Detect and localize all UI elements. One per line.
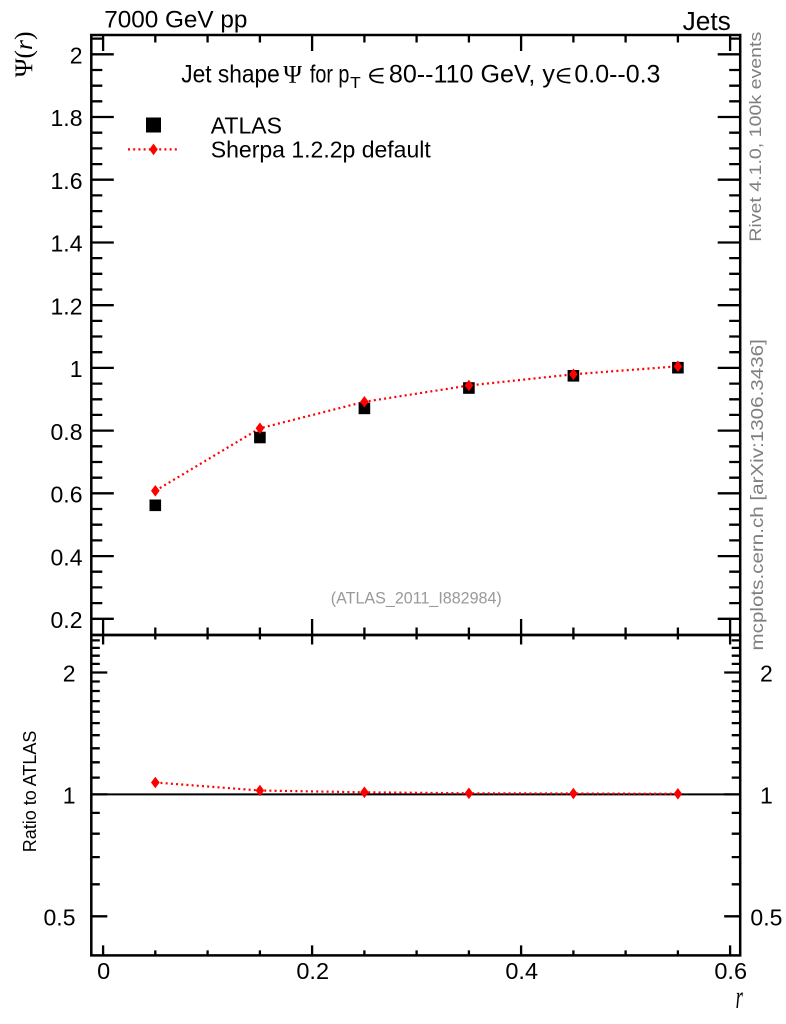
svg-text:Sherpa 1.2.2p default: Sherpa 1.2.2p default: [211, 137, 432, 163]
svg-text:1.6: 1.6: [51, 168, 83, 194]
svg-text:Jets: Jets: [683, 6, 731, 36]
svg-text:2: 2: [760, 661, 773, 687]
svg-text:0.6: 0.6: [714, 958, 747, 984]
svg-text:80--110 GeV, y: 80--110 GeV, y: [389, 61, 555, 89]
svg-text:0.5: 0.5: [44, 905, 76, 931]
svg-text:1.8: 1.8: [51, 105, 83, 131]
svg-text:1: 1: [70, 356, 83, 382]
svg-text:mcplots.cern.ch [arXiv:1306.34: mcplots.cern.ch [arXiv:1306.3436]: [748, 339, 767, 650]
svg-text:7000 GeV pp: 7000 GeV pp: [104, 7, 247, 34]
svg-text:ATLAS: ATLAS: [211, 112, 282, 138]
svg-text:1: 1: [63, 783, 76, 809]
svg-text:Rivet 4.1.0, 100k events: Rivet 4.1.0, 100k events: [746, 32, 764, 242]
svg-text:2: 2: [70, 43, 83, 69]
svg-text:0.4: 0.4: [505, 958, 538, 984]
svg-text:0.2: 0.2: [51, 607, 83, 633]
svg-text:0.0--0.3: 0.0--0.3: [574, 61, 660, 89]
svg-text:0.5: 0.5: [750, 905, 782, 931]
svg-text:0.2: 0.2: [296, 958, 329, 984]
svg-text:1: 1: [760, 783, 773, 809]
svg-text:0.8: 0.8: [51, 419, 83, 445]
svg-text:2: 2: [63, 661, 76, 687]
svg-text:0.6: 0.6: [51, 482, 83, 508]
svg-text:1.2: 1.2: [51, 293, 83, 319]
svg-text:Jet shape: Jet shape: [181, 61, 279, 89]
svg-text:0.4: 0.4: [51, 544, 83, 570]
svg-text:0: 0: [97, 958, 110, 984]
svg-text:Ψ(r): Ψ(r): [9, 32, 38, 78]
svg-text:1.4: 1.4: [51, 231, 83, 257]
svg-text:T: T: [350, 75, 361, 92]
svg-text:for p: for p: [310, 61, 350, 89]
svg-text:r: r: [736, 980, 743, 1016]
svg-text:Ψ: Ψ: [283, 61, 302, 89]
svg-text:Ratio to ATLAS: Ratio to ATLAS: [20, 731, 40, 853]
svg-text:(ATLAS_2011_I882984): (ATLAS_2011_I882984): [331, 589, 502, 607]
